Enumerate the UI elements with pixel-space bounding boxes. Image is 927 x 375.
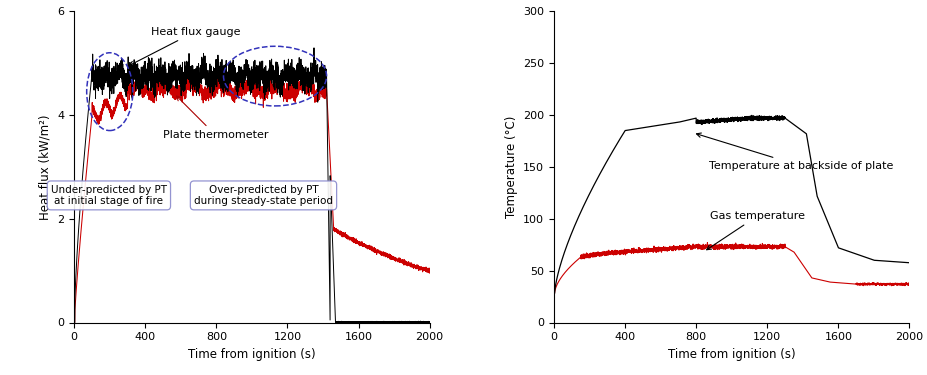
Text: Gas temperature: Gas temperature — [705, 211, 805, 250]
X-axis label: Time from ignition (s): Time from ignition (s) — [667, 348, 794, 361]
Text: Heat flux gauge: Heat flux gauge — [129, 27, 240, 66]
Text: Over-predicted by PT
during steady-state period: Over-predicted by PT during steady-state… — [194, 184, 333, 206]
Y-axis label: Heat flux (kW/m²): Heat flux (kW/m²) — [39, 114, 52, 220]
X-axis label: Time from ignition (s): Time from ignition (s) — [188, 348, 315, 361]
Y-axis label: Temperature (°C): Temperature (°C) — [504, 116, 517, 218]
Text: Under-predicted by PT
at initial stage of fire: Under-predicted by PT at initial stage o… — [51, 184, 167, 206]
Text: Plate thermometer: Plate thermometer — [163, 96, 268, 140]
Text: Temperature at backside of plate: Temperature at backside of plate — [696, 133, 892, 171]
